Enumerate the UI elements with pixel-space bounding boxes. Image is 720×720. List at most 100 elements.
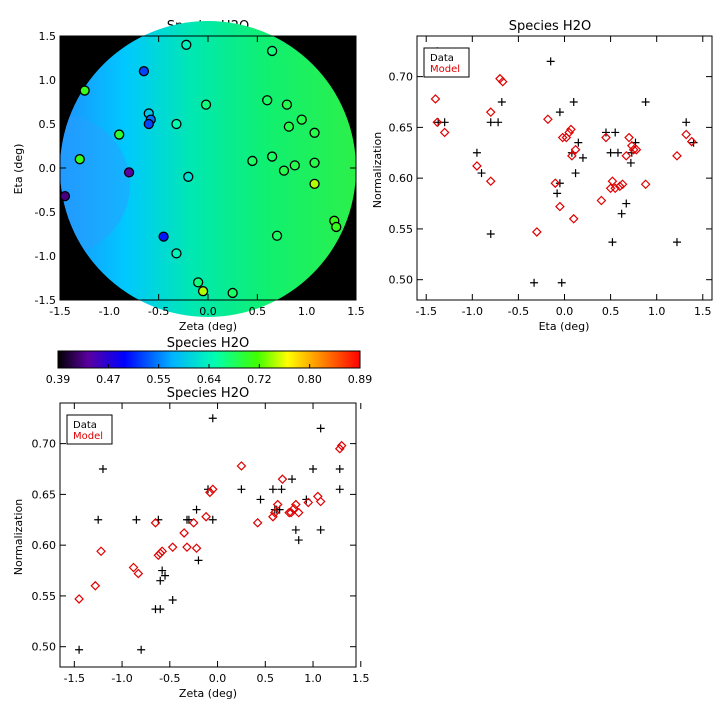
eta-model-point — [472, 161, 482, 171]
eta-data-point — [557, 278, 566, 287]
eta-model-point — [543, 114, 553, 125]
eta-legend-data: Data — [430, 53, 454, 64]
map-xtick-label: 0.0 — [199, 305, 217, 318]
map-point — [281, 99, 293, 110]
map-xtick-label: 1.0 — [298, 305, 316, 318]
eta-data-point — [571, 169, 580, 178]
zeta-data-point — [154, 515, 163, 524]
zeta-data-point — [316, 424, 325, 433]
eta-data-point — [608, 238, 617, 247]
eta-data-point — [622, 199, 631, 208]
map-point — [331, 221, 342, 233]
map-point — [74, 154, 85, 165]
eta-model-point — [570, 144, 581, 155]
eta-model-point — [564, 127, 574, 138]
zeta-model-point — [236, 461, 247, 471]
zeta-data-point — [208, 414, 217, 423]
map-point — [247, 155, 258, 167]
eta-model-point — [640, 179, 651, 190]
zeta-model-point — [90, 580, 101, 591]
zeta-model-point — [157, 546, 168, 557]
map-point — [227, 287, 238, 299]
colorbar-panel: Species H2O 0.39 0.47 0.55 0.64 0.72 0.80 0.89 — [46, 336, 373, 386]
map-point — [289, 160, 300, 171]
eta-model-point — [550, 178, 561, 189]
map-point — [59, 191, 71, 202]
zeta-model-point — [96, 546, 106, 557]
map-ytick-label: -0.5 — [35, 206, 56, 219]
eta-data-point — [472, 148, 481, 157]
eta-data-point — [494, 118, 503, 127]
map-point — [271, 230, 283, 241]
map-point — [138, 66, 150, 77]
zeta-ytick-label: 0.60 — [32, 539, 57, 552]
colorbar-tick-label: 0.47 — [96, 373, 121, 386]
zeta-model-point — [303, 497, 314, 508]
zeta-data-point — [237, 485, 246, 494]
colorbar-tick-label: 0.89 — [348, 373, 373, 386]
map-ytick-label: -1.5 — [35, 294, 56, 307]
colorbar-tick-label: 0.64 — [197, 373, 222, 386]
zeta-data-point — [194, 556, 203, 565]
zeta-model-point — [167, 542, 178, 553]
eta-model-point — [610, 183, 621, 194]
map-ytick-label: 1.0 — [39, 74, 57, 87]
map-point — [309, 178, 320, 189]
eta-data-point — [574, 138, 583, 147]
zeta-data-point — [156, 576, 165, 585]
eta-data-point — [641, 98, 650, 106]
eta-data-point — [530, 278, 539, 287]
map-point — [266, 151, 278, 162]
zeta-model-point — [334, 443, 345, 454]
zeta-model-point — [336, 440, 347, 451]
map-axis-ticks: -1.5 -1.0 -0.5 0.0 0.5 1.0 1.5 -1.5 -1.0 -0.5 0.0 0… — [35, 30, 365, 318]
map-point — [114, 129, 125, 140]
map-ylabel: Eta (deg) — [12, 144, 25, 195]
zeta-data-point — [316, 525, 325, 534]
zeta-scatter-title: Species H2O — [167, 386, 249, 401]
eta-data-point — [546, 57, 555, 66]
eta-model-point — [568, 213, 579, 224]
zeta-data-point — [161, 571, 170, 580]
zeta-xtick-label: 1.0 — [304, 672, 322, 685]
map-ytick-label: -1.0 — [35, 250, 56, 263]
zeta-data-point — [288, 475, 297, 484]
map-points — [59, 39, 342, 299]
colorbar-tick-label: 0.72 — [247, 373, 272, 386]
eta-xtick-label: 1.0 — [648, 305, 666, 318]
map-point — [278, 165, 290, 176]
zeta-legend-box — [66, 414, 113, 445]
eta-model-point — [628, 144, 639, 155]
eta-ytick-label: 0.70 — [389, 71, 414, 84]
zeta-model-point — [277, 474, 288, 485]
eta-model-point — [624, 132, 634, 143]
map-point — [181, 39, 192, 50]
colorbar-ticks: 0.39 0.47 0.55 0.64 0.72 0.80 0.89 — [46, 364, 373, 386]
eta-model-point — [631, 144, 642, 155]
zeta-legend-model: Model — [73, 431, 103, 442]
eta-xtick-label: 0.5 — [602, 305, 620, 318]
zeta-data-point — [75, 645, 84, 654]
eta-xtick-label: -1.5 — [415, 305, 436, 318]
zeta-legend: Data Model — [66, 414, 113, 445]
map-xtick-label: 0.5 — [249, 305, 267, 318]
zeta-model-point — [315, 496, 326, 507]
eta-data-point — [606, 148, 615, 157]
eta-scatter-xlabel: Eta (deg) — [539, 320, 590, 333]
eta-scatter-panel: Species H2O -1.5 -1.0 -0.5 0.0 0.5 1.0 1.5 0.50… — [371, 19, 713, 333]
eta-model-point — [557, 132, 568, 143]
map-point — [123, 167, 135, 178]
zeta-model-point — [252, 517, 263, 528]
zeta-scatter-ylabel: Normalization — [12, 499, 25, 575]
map-point — [171, 248, 182, 259]
zeta-data-point — [335, 465, 344, 473]
zeta-model-point — [269, 507, 280, 518]
zeta-axis-ticks: -1.5 -1.0 -0.5 0.0 0.5 1.0 1.5 0.50 0.55 0.60 0.65… — [32, 403, 370, 685]
eta-data-point — [486, 230, 495, 238]
eta-data-point — [578, 153, 587, 162]
eta-legend-model: Model — [430, 64, 460, 75]
colorbar-tick-label: 0.39 — [46, 373, 71, 386]
eta-data-point — [613, 148, 622, 157]
map-xtick-label: -0.5 — [148, 305, 169, 318]
eta-model-point — [432, 117, 443, 128]
